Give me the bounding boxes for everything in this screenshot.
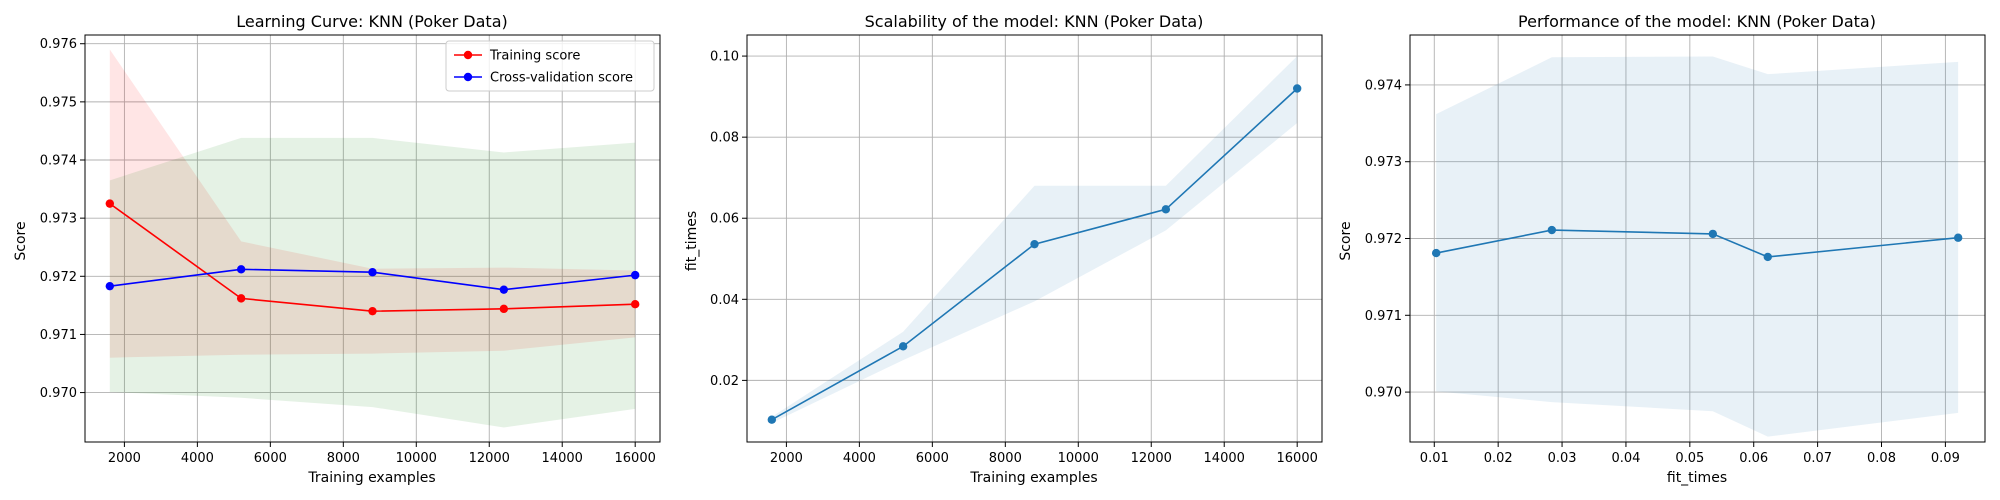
performance-ytick-label-0: 0.970 xyxy=(1365,386,1402,401)
learning-curve-title: Learning Curve: KNN (Poker Data) xyxy=(236,12,508,31)
learning-curve-ytick-label-1: 0.971 xyxy=(40,328,77,343)
performance-xtick-label-5: 0.06 xyxy=(1739,451,1768,466)
performance-point-0-4 xyxy=(1953,233,1963,242)
performance-xtick-label-4: 0.05 xyxy=(1675,451,1704,466)
learning-curve-band-1 xyxy=(109,137,636,428)
learning-curve-xtick-label-1: 4000 xyxy=(181,451,214,466)
scalability-ytick-label-0: 0.02 xyxy=(710,374,739,389)
learning-curve-point-1-1 xyxy=(236,265,246,274)
learning-curve-xtick-label-4: 10000 xyxy=(396,451,437,466)
scalability-point-0-2 xyxy=(1030,239,1039,249)
performance-panel: Performance of the model: KNN (Poker Dat… xyxy=(1338,12,1986,486)
learning-curve-xtick-label-2: 6000 xyxy=(254,451,287,466)
learning-curve-band-0 xyxy=(109,49,636,358)
scalability-point-0-0 xyxy=(767,415,777,424)
performance-band-0 xyxy=(1436,56,1959,437)
learning-curve-xtick-label-6: 14000 xyxy=(542,451,583,466)
scalability-ytick-label-3: 0.08 xyxy=(710,131,739,146)
performance-xtick-label-2: 0.03 xyxy=(1548,451,1577,466)
performance-point-0-0 xyxy=(1431,248,1441,258)
scalability-axes-frame xyxy=(746,34,1323,443)
scalability-point-0-3 xyxy=(1161,205,1171,214)
scalability-ytick-label-4: 0.10 xyxy=(710,50,739,65)
performance-ytick-label-2: 0.972 xyxy=(1365,232,1402,247)
scalability-xtick-label-5: 12000 xyxy=(1131,451,1172,466)
performance-ytick-label-1: 0.971 xyxy=(1365,309,1402,324)
learning-curve-legend-label-1: Cross-validation score xyxy=(490,71,633,86)
scalability-xtick-label-6: 14000 xyxy=(1204,451,1245,466)
learning-curve-point-1-3 xyxy=(499,285,509,294)
performance-title: Performance of the model: KNN (Poker Dat… xyxy=(1518,12,1876,31)
scalability-xtick-label-1: 4000 xyxy=(843,451,876,466)
performance-point-0-1 xyxy=(1547,225,1557,235)
learning-curve-ytick-label-0: 0.970 xyxy=(40,386,77,401)
scalability-xlabel: Training examples xyxy=(969,470,1097,486)
performance-xtick-label-6: 0.07 xyxy=(1803,451,1832,466)
learning-curve-xtick-label-3: 8000 xyxy=(327,451,360,466)
scalability-xtick-label-4: 10000 xyxy=(1058,451,1099,466)
performance-xtick-label-8: 0.09 xyxy=(1931,451,1960,466)
learning-curve-xlabel: Training examples xyxy=(307,470,435,486)
scalability-ytick-label-2: 0.06 xyxy=(710,212,739,227)
learning-curve-point-1-0 xyxy=(105,281,115,291)
learning-curve-point-1-2 xyxy=(368,268,377,277)
learning-curve-legend-label-0: Training score xyxy=(489,49,580,64)
learning-curve-point-0-0 xyxy=(105,199,115,208)
performance-xlabel: fit_times xyxy=(1667,470,1727,486)
scalability-title: Scalability of the model: KNN (Poker Dat… xyxy=(865,12,1204,31)
scalability-band-0 xyxy=(771,56,1298,423)
scalability-panel: Scalability of the model: KNN (Poker Dat… xyxy=(684,12,1323,486)
learning-curve-point-0-1 xyxy=(236,294,246,303)
performance-point-0-3 xyxy=(1763,252,1772,262)
performance-ylabel: Score xyxy=(1338,221,1354,260)
scalability-point-0-1 xyxy=(898,342,908,351)
scalability-xtick-label-7: 16000 xyxy=(1277,451,1318,466)
performance-xtick-label-3: 0.04 xyxy=(1611,451,1640,466)
learning-curve-ytick-label-4: 0.974 xyxy=(40,154,77,169)
learning-curve-legend-box xyxy=(445,40,655,92)
learning-curve-point-1-4 xyxy=(630,270,640,280)
performance-xtick-label-0: 0.01 xyxy=(1420,451,1449,466)
performance-xtick-label-1: 0.02 xyxy=(1484,451,1513,466)
performance-ytick-label-3: 0.973 xyxy=(1365,155,1402,170)
scalability-xtick-label-3: 8000 xyxy=(989,451,1022,466)
performance-point-0-2 xyxy=(1708,229,1718,239)
learning-curve-xtick-label-7: 16000 xyxy=(615,451,656,466)
learning-curve-ytick-label-3: 0.973 xyxy=(40,212,77,227)
performance-xtick-label-7: 0.08 xyxy=(1867,451,1896,466)
learning-curve-ylabel: Score xyxy=(13,221,29,260)
learning-curve-legend-marker-0 xyxy=(463,50,473,60)
scalability-ylabel: fit_times xyxy=(684,211,700,271)
performance-ytick-label-4: 0.974 xyxy=(1365,78,1402,93)
learning-curve-ytick-label-2: 0.972 xyxy=(40,270,77,285)
scalability-point-0-4 xyxy=(1292,84,1302,93)
learning-curve-ytick-label-6: 0.976 xyxy=(40,37,77,52)
learning-curve-panel: Learning Curve: KNN (Poker Data) Trainin… xyxy=(13,12,661,486)
learning-curve-legend: Training score Cross-validation score xyxy=(445,40,655,92)
scalability-xtick-label-0: 2000 xyxy=(770,451,803,466)
scalability-ytick-label-1: 0.04 xyxy=(710,293,739,308)
learning-curve-legend-marker-1 xyxy=(463,72,473,82)
learning-curve-ytick-label-5: 0.975 xyxy=(40,95,77,110)
learning-curve-point-0-2 xyxy=(368,306,377,316)
learning-curve-xtick-label-0: 2000 xyxy=(108,451,141,466)
learning-curve-axes-frame xyxy=(84,34,661,443)
scalability-xtick-label-2: 6000 xyxy=(916,451,949,466)
learning-curve-point-0-3 xyxy=(499,304,509,314)
learning-curve-xtick-label-5: 12000 xyxy=(469,451,510,466)
learning-curve-point-0-4 xyxy=(630,300,640,309)
